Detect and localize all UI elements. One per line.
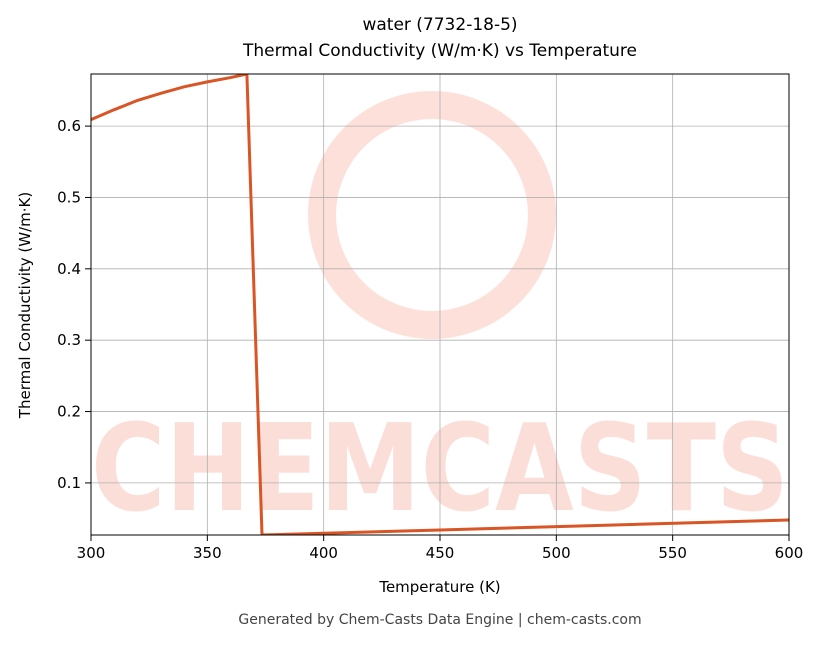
x-tick-label: 400 — [309, 544, 338, 562]
data-line — [91, 74, 789, 535]
y-tick-label: 0.3 — [57, 331, 81, 349]
x-tick-label: 550 — [658, 544, 687, 562]
x-tick-label: 600 — [775, 544, 804, 562]
y-axis-label: Thermal Conductivity (W/m·K) — [16, 192, 34, 419]
y-tick-label: 0.6 — [57, 117, 81, 135]
y-tick-label: 0.1 — [57, 474, 81, 492]
chart-title: water (7732-18-5) — [362, 15, 517, 35]
chart-subtitle: Thermal Conductivity (W/m·K) vs Temperat… — [242, 41, 637, 61]
x-tick-label: 350 — [193, 544, 222, 562]
y-tick-label: 0.5 — [57, 188, 81, 206]
y-tick-label: 0.4 — [57, 260, 81, 278]
x-tick-label: 300 — [77, 544, 106, 562]
footer: Generated by Chem-Casts Data Engine | ch… — [238, 612, 641, 628]
x-tick-label: 450 — [426, 544, 455, 562]
x-tick-label: 500 — [542, 544, 571, 562]
plot-frame — [90, 73, 790, 536]
x-axis-label: Temperature (K) — [378, 578, 500, 596]
watermark-logo — [308, 91, 556, 339]
y-tick-label: 0.2 — [57, 403, 81, 421]
